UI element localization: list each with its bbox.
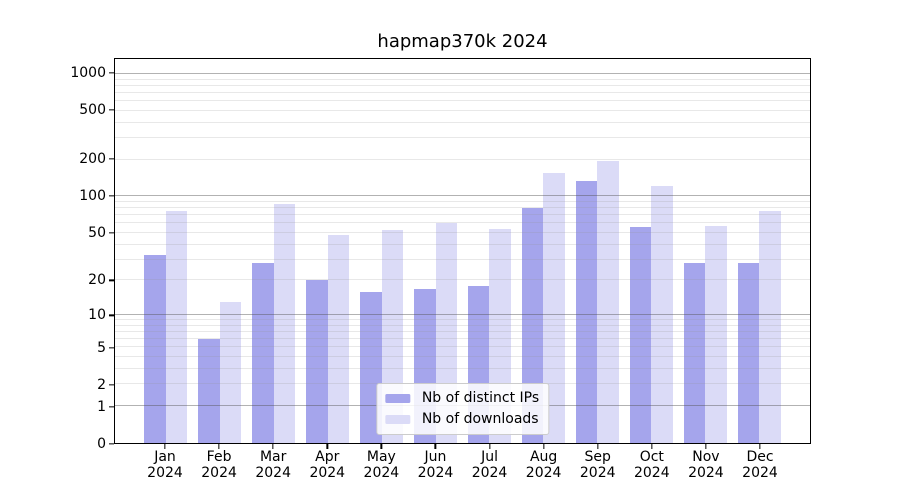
y-tick-mark (109, 443, 114, 445)
legend-label-distinct-ips: Nb of distinct IPs (421, 390, 540, 406)
bar-downloads (597, 161, 619, 443)
legend-label-downloads: Nb of downloads (421, 411, 539, 427)
bar-distinct-ips (252, 263, 274, 443)
x-tick-mark (542, 444, 545, 449)
bar-downloads (219, 302, 242, 443)
x-tick-label: Jun 2024 (417, 449, 454, 481)
x-tick-label: Nov 2024 (688, 449, 724, 481)
x-tick-mark (218, 444, 220, 449)
x-tick-label: Jan 2024 (147, 449, 183, 481)
x-tick-label: Feb 2024 (201, 449, 237, 481)
legend-item-distinct-ips: Nb of distinct IPs (384, 389, 540, 408)
y-tick-label: 100 (79, 188, 106, 205)
y-tick-mark (109, 232, 114, 234)
y-tick-label: 50 (88, 224, 106, 241)
y-tick-label: 200 (79, 151, 106, 168)
x-tick-label: Apr 2024 (309, 449, 346, 481)
bar-downloads (165, 210, 188, 443)
x-tick-label: Dec 2024 (742, 449, 778, 481)
y-tick-label: 5 (97, 339, 106, 356)
x-tick-label: Jul 2024 (471, 449, 508, 481)
bar-downloads (543, 173, 566, 443)
x-tick-mark (434, 444, 437, 449)
legend-item-downloads: Nb of downloads (384, 410, 539, 429)
x-tick-mark (164, 444, 166, 449)
y-tick-mark (109, 195, 114, 197)
x-tick-mark (488, 444, 491, 449)
legend: Nb of distinct IPs Nb of downloads (375, 383, 550, 435)
bar-downloads (651, 185, 673, 443)
legend-swatch-downloads (384, 415, 410, 424)
y-tick-label: 1 (97, 398, 106, 415)
bar-downloads (327, 235, 350, 443)
x-tick-mark (326, 444, 328, 449)
x-tick-mark (597, 444, 599, 449)
bar-distinct-ips (737, 263, 760, 443)
bar-distinct-ips (306, 280, 328, 443)
bar-distinct-ips (629, 227, 652, 443)
y-tick-mark (109, 158, 114, 160)
x-tick-mark (380, 444, 383, 449)
x-tick-label: Mar 2024 (255, 449, 291, 481)
x-tick-label: Aug 2024 (525, 449, 562, 481)
legend-swatch-distinct-ips (384, 394, 410, 403)
y-tick-mark (109, 279, 114, 282)
bar-downloads (759, 210, 781, 443)
y-tick-mark (109, 72, 114, 74)
x-tick-mark (705, 444, 707, 449)
bar-distinct-ips (575, 181, 598, 443)
y-tick-label: 0 (97, 436, 106, 452)
x-tick-label: Sep 2024 (579, 449, 616, 481)
x-tick-label: May 2024 (363, 449, 400, 481)
plot-area: Nb of distinct IPs Nb of downloads (114, 58, 811, 444)
y-tick-mark (109, 406, 114, 408)
y-tick-label: 10 (88, 307, 106, 324)
bar-distinct-ips (198, 339, 220, 443)
bar-downloads (705, 226, 727, 443)
x-tick-mark (651, 444, 653, 449)
y-tick-label: 20 (88, 272, 106, 289)
x-tick-mark (272, 444, 274, 449)
chart-title: hapmap370k 2024 (377, 31, 548, 52)
bar-distinct-ips (144, 254, 166, 443)
y-tick-mark (109, 347, 114, 349)
y-tick-mark (109, 314, 114, 316)
x-tick-label: Oct 2024 (633, 449, 670, 481)
y-tick-mark (109, 384, 114, 386)
bar-downloads (273, 204, 296, 443)
y-tick-label: 1000 (70, 64, 106, 81)
y-tick-label: 2 (97, 377, 106, 393)
y-tick-label: 500 (79, 102, 106, 119)
y-tick-mark (109, 109, 114, 111)
x-tick-mark (759, 444, 761, 449)
bar-distinct-ips (683, 263, 706, 443)
